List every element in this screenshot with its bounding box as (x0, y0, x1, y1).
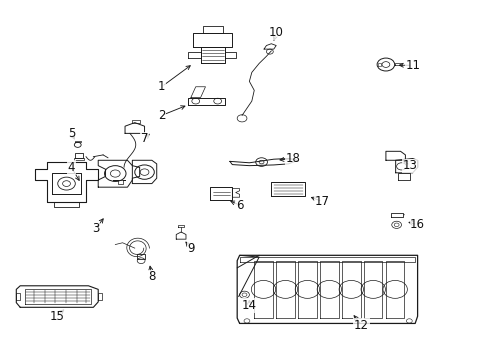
Text: 3: 3 (92, 222, 99, 235)
Text: 18: 18 (285, 152, 300, 165)
Text: 9: 9 (187, 242, 194, 255)
Text: 6: 6 (235, 199, 243, 212)
Text: 13: 13 (402, 159, 417, 172)
Text: 5: 5 (67, 127, 75, 140)
Text: 17: 17 (314, 195, 329, 208)
Text: 2: 2 (158, 109, 165, 122)
Text: 11: 11 (405, 59, 419, 72)
Text: 14: 14 (242, 299, 256, 312)
Text: 15: 15 (49, 310, 64, 323)
Text: 16: 16 (409, 218, 424, 231)
Text: 12: 12 (353, 319, 368, 332)
Text: 7: 7 (141, 132, 148, 145)
Text: 4: 4 (67, 161, 75, 174)
Text: 10: 10 (268, 27, 283, 40)
Text: 8: 8 (148, 270, 155, 283)
Text: 1: 1 (158, 80, 165, 93)
